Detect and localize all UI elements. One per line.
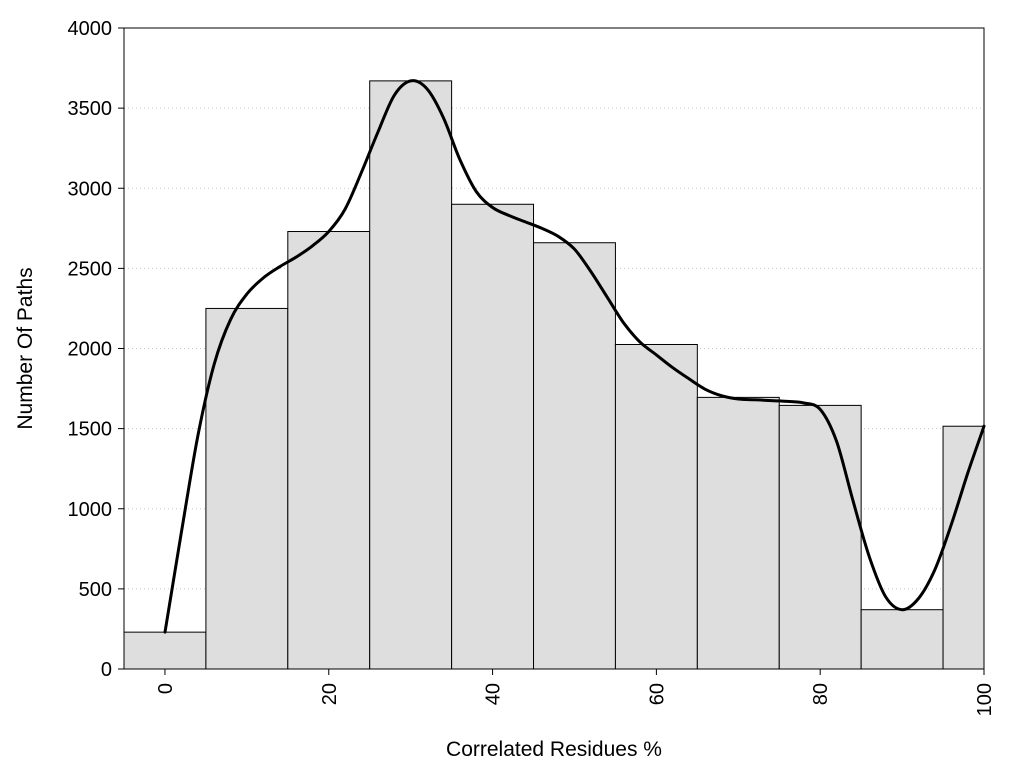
histogram-bar xyxy=(942,425,985,670)
histogram-bars xyxy=(123,80,985,670)
histogram-bar xyxy=(287,231,371,670)
y-tick-label: 1000 xyxy=(68,499,113,521)
x-tick-label: 80 xyxy=(810,683,832,705)
y-tick-label: 500 xyxy=(79,579,112,601)
histogram-bar xyxy=(123,631,207,670)
y-axis-ticks: 0 500 1000 1500 2000 2500 3000 3500 4000 xyxy=(68,18,124,681)
y-tick-label: 3500 xyxy=(68,98,113,120)
y-tick-label: 4000 xyxy=(68,18,113,40)
y-tick-label: 1500 xyxy=(68,419,113,441)
histogram-bar xyxy=(696,396,780,670)
x-tick-label: 0 xyxy=(155,683,177,694)
histogram-bar xyxy=(205,307,289,670)
y-tick-label: 2500 xyxy=(68,258,113,280)
x-axis-label: Correlated Residues % xyxy=(446,738,662,761)
histogram-bar xyxy=(778,404,862,670)
x-tick-label: 20 xyxy=(319,683,341,705)
x-tick-label: 40 xyxy=(483,683,505,705)
histogram-bar xyxy=(860,609,944,670)
x-axis-ticks: 0 20 40 60 80 100 xyxy=(155,669,996,716)
x-tick-label: 100 xyxy=(974,683,996,716)
y-tick-label: 0 xyxy=(101,659,112,681)
histogram-bar xyxy=(451,203,535,670)
density-curve xyxy=(163,79,986,634)
histogram-bar xyxy=(369,80,453,670)
histogram-bar xyxy=(614,343,698,670)
histogram-bar xyxy=(533,242,616,670)
y-tick-label: 2000 xyxy=(68,339,113,361)
x-tick-label: 60 xyxy=(646,683,668,705)
y-axis-label: Number Of Paths xyxy=(14,267,37,429)
y-tick-label: 3000 xyxy=(68,178,113,200)
